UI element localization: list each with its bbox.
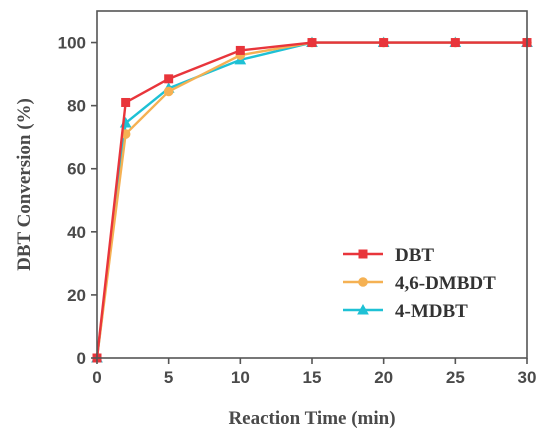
series-layer — [91, 36, 533, 363]
legend-marker — [358, 277, 368, 287]
y-tick-label: 100 — [58, 34, 86, 53]
x-tick-label: 30 — [518, 368, 537, 387]
data-point — [379, 38, 389, 48]
legend-marker — [358, 249, 368, 259]
y-tick-label: 20 — [67, 286, 86, 305]
data-point — [307, 38, 317, 48]
legend-label: 4,6-DMBDT — [395, 273, 496, 294]
x-tick-label: 20 — [374, 368, 393, 387]
x-axis-label: Reaction Time (min) — [228, 408, 395, 429]
y-tick-label: 40 — [67, 223, 86, 242]
y-axis-label: DBT Conversion (%) — [14, 98, 35, 271]
x-tick-label: 10 — [231, 368, 250, 387]
legend-item: DBT — [343, 245, 434, 266]
data-point — [235, 45, 245, 55]
data-point — [164, 74, 174, 84]
data-point — [121, 97, 131, 107]
x-tick-label: 15 — [303, 368, 322, 387]
legend: DBT 4,6-DMBDT 4-MDBT — [343, 245, 496, 322]
legend-item: 4-MDBT — [343, 301, 468, 322]
ticks-layer: 0 5 10 15 20 25 30 0 20 40 60 80 100 — [58, 34, 537, 387]
y-tick-label: 0 — [77, 349, 86, 368]
data-point — [450, 38, 460, 48]
y-tick-label: 60 — [67, 160, 86, 179]
y-tick-label: 80 — [67, 97, 86, 116]
series-line — [95, 41, 527, 359]
legend-marker — [357, 303, 369, 315]
x-tick-label: 25 — [446, 368, 465, 387]
legend-label: 4-MDBT — [395, 301, 468, 322]
x-tick-label: 5 — [164, 368, 173, 387]
x-tick-label: 0 — [92, 368, 101, 387]
legend-label: DBT — [395, 245, 434, 266]
data-point — [163, 86, 174, 97]
legend-item: 4,6-DMBDT — [343, 273, 496, 294]
